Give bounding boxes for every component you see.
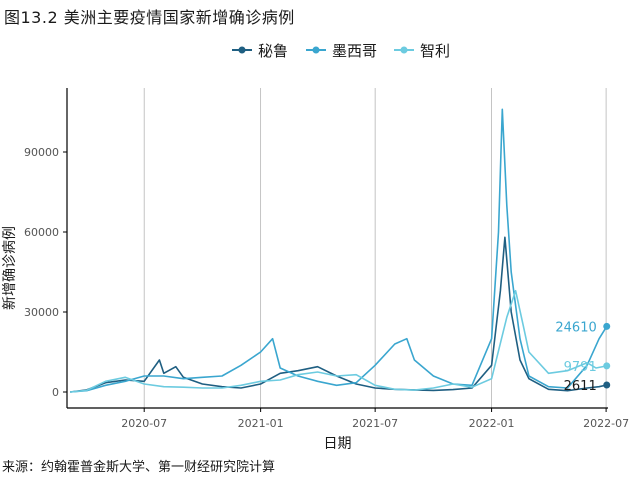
legend-marker-chile <box>400 46 408 54</box>
x-tick-label: 2022-01 <box>469 417 515 430</box>
series-line-mexico <box>70 108 608 393</box>
x-tick-label: 2020-07 <box>121 417 167 430</box>
series-end-point-peru <box>603 381 611 389</box>
series-end-point-chile <box>603 362 611 370</box>
legend-label-peru: 秘鲁 <box>258 42 288 60</box>
end-label-mexico: 24610 <box>555 320 596 335</box>
legend-label-mexico: 墨西哥 <box>332 42 377 60</box>
end-label-peru: 2611 <box>564 379 597 394</box>
y-axis-title: 新增确诊病例 <box>2 226 18 310</box>
y-tick-label: 60000 <box>24 226 59 239</box>
series-line-peru <box>70 236 607 393</box>
legend: 秘鲁 墨西哥 智利 <box>232 42 450 60</box>
x-axis-title: 日期 <box>324 436 352 452</box>
legend-marker-peru <box>238 46 246 54</box>
axes <box>66 88 608 409</box>
series-line-chile <box>70 289 607 393</box>
source-note: 来源：约翰霍普金斯大学、第一财经研究院计算 <box>2 460 276 475</box>
legend-label-chile: 智利 <box>420 42 450 60</box>
tick-labels: 2020-07 2021-01 2021-07 2022-01 2022-07 0 3000… <box>24 146 629 430</box>
y-tick-label: 90000 <box>24 146 59 159</box>
grid-lines <box>143 88 607 408</box>
end-labels: 2611 24610 9791 <box>555 320 596 394</box>
y-tick-label: 0 <box>52 386 59 399</box>
series-end-point-mexico <box>603 322 611 330</box>
y-tick-label: 30000 <box>24 306 59 319</box>
x-tick-label: 2021-07 <box>352 417 398 430</box>
x-tick-label: 2021-01 <box>238 417 284 430</box>
end-label-chile: 9791 <box>564 360 597 375</box>
figure-title: 图13.2 美洲主要疫情国家新增确诊病例 <box>4 8 295 27</box>
series-lines <box>70 108 611 393</box>
x-tick-label: 2022-07 <box>583 417 629 430</box>
legend-marker-mexico <box>312 46 320 54</box>
